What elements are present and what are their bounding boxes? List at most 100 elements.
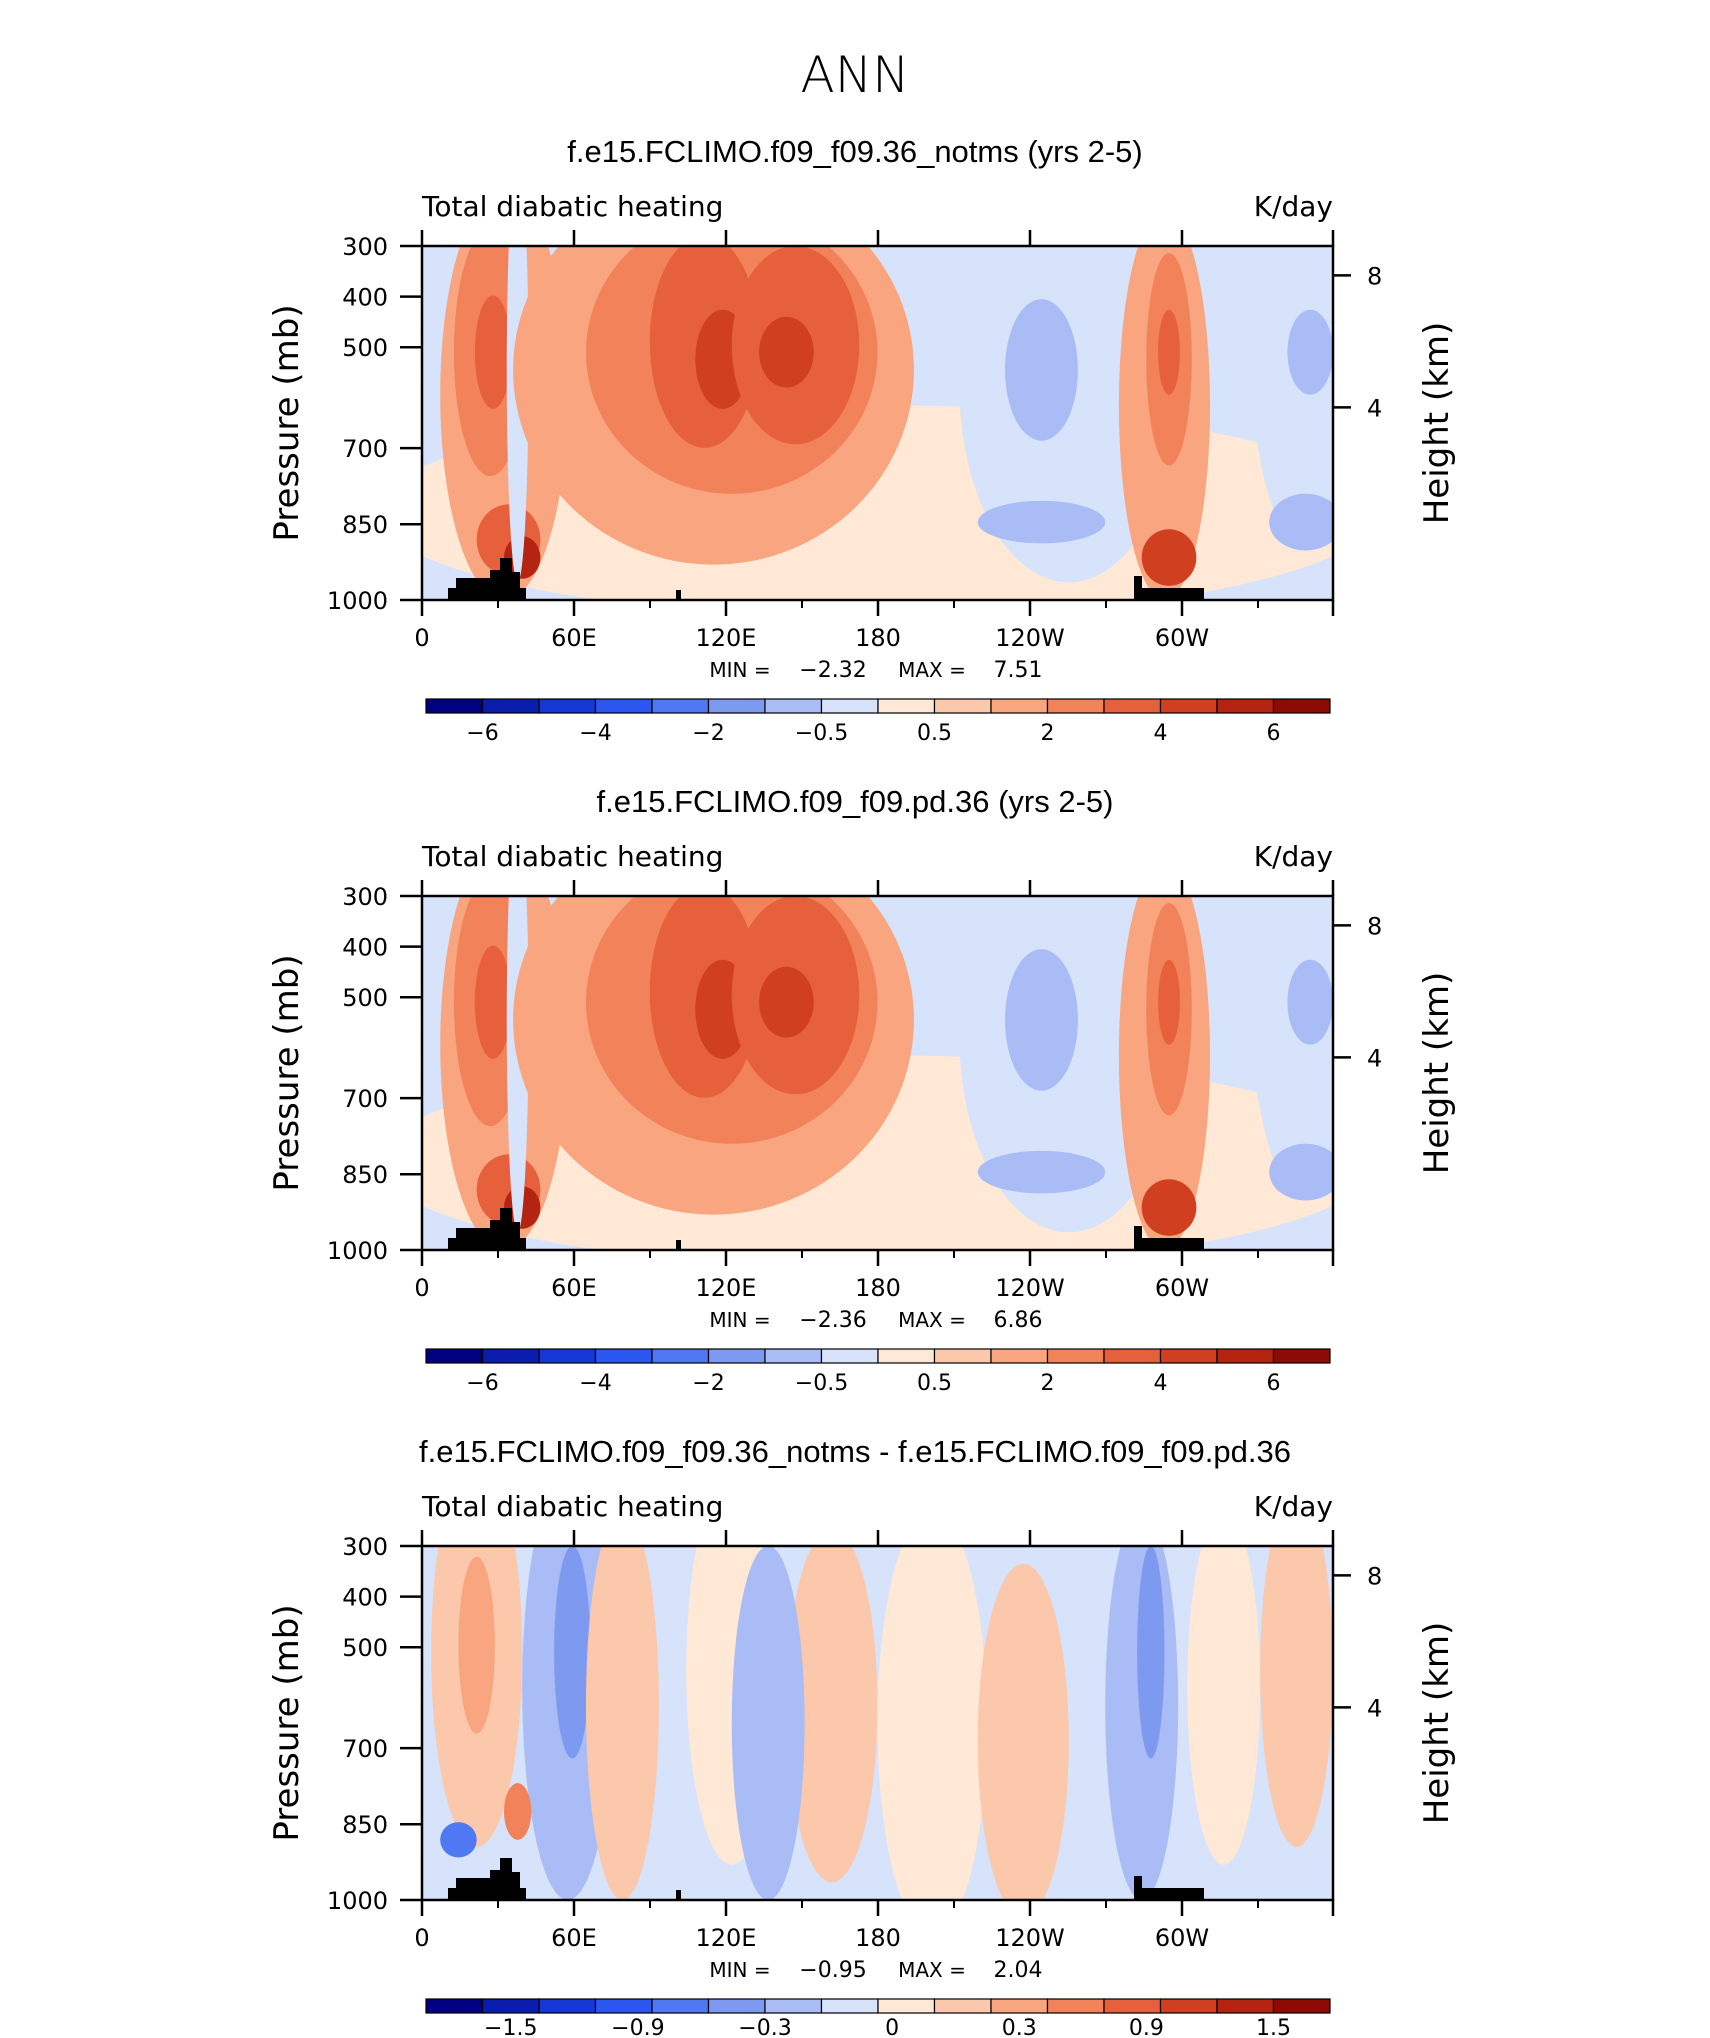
terrain-andes	[1134, 1876, 1204, 1900]
panel-title: f.e15.FCLIMO.f09_f09.36_notms (yrs 2-5)	[567, 134, 1142, 169]
contour-region	[977, 500, 1106, 544]
colorbar-box	[877, 1348, 936, 1364]
units-label: K/day	[1254, 840, 1333, 873]
colorbar-box	[594, 1348, 653, 1364]
contour-region	[440, 1822, 477, 1858]
contour-region	[554, 1546, 591, 1759]
colorbar-label: 0.5	[917, 1371, 952, 1396]
colorbar-box	[651, 1998, 710, 2014]
contour-region	[977, 1150, 1106, 1194]
min-value: −2.32	[799, 658, 866, 683]
colorbar-box	[1159, 1348, 1218, 1364]
colorbar-box	[481, 698, 540, 714]
colorbar-label: −2	[692, 721, 724, 746]
colorbar-label: −6	[466, 1371, 498, 1396]
colorbar-label: 6	[1267, 721, 1281, 746]
colorbar-box	[933, 1998, 992, 2014]
units-label: K/day	[1254, 190, 1333, 223]
left-string: Total diabatic heating	[421, 190, 723, 223]
y-axis-label: Pressure (mb)	[267, 954, 307, 1191]
y-tick-label: 700	[342, 1735, 388, 1763]
colorbar-box	[707, 1998, 766, 2014]
contour-region	[977, 1563, 1069, 1900]
units-label: K/day	[1254, 1490, 1333, 1523]
x-tick-label: 60E	[551, 624, 597, 652]
colorbar-label: −0.5	[795, 721, 848, 746]
y2-tick-label: 4	[1367, 1044, 1382, 1072]
contour-region	[1260, 1546, 1333, 1847]
colorbar-box	[877, 698, 936, 714]
colorbar-box	[820, 1998, 879, 2014]
y-tick-label: 1000	[327, 1237, 388, 1265]
panel-title: f.e15.FCLIMO.f09_f09.36_notms - f.e15.FC…	[419, 1434, 1291, 1469]
contour-region	[474, 295, 512, 409]
x-tick-label: 0	[414, 624, 429, 652]
colorbar-box	[425, 1348, 484, 1364]
terrain	[448, 1858, 1204, 1900]
colorbar-label: 4	[1154, 721, 1168, 746]
colorbar-label: 2	[1041, 1371, 1055, 1396]
y-tick-label: 300	[342, 233, 388, 261]
terrain-tibet	[676, 1240, 681, 1250]
colorbar-box	[651, 698, 710, 714]
contour-region	[1187, 1546, 1261, 1865]
chart-panel-2: f.e15.FCLIMO.f09_f09.pd.36 (yrs 2-5) Tota…	[267, 784, 1457, 1396]
contour-region	[1141, 529, 1197, 586]
colorbar-label: −6	[466, 721, 498, 746]
chart-panel-3: f.e15.FCLIMO.f09_f09.36_notms - f.e15.FC…	[267, 1434, 1457, 2038]
contour-region	[1137, 1546, 1165, 1759]
colorbar-box	[877, 1998, 936, 2014]
colorbar-label: 2	[1041, 721, 1055, 746]
colorbar-box	[764, 698, 823, 714]
colorbar: −6 −4 −2 −0.5 0.5 2 4 6	[425, 698, 1331, 746]
colorbar-box	[481, 1348, 540, 1364]
colorbar-box	[1103, 1348, 1162, 1364]
colorbar-box	[707, 698, 766, 714]
min-value: −2.36	[799, 1308, 866, 1333]
colorbar-label: −0.5	[795, 1371, 848, 1396]
y2-axis-label: Height (km)	[1417, 1622, 1457, 1825]
colorbar-box	[425, 1998, 484, 2014]
colorbar: −6 −4 −2 −0.5 0.5 2 4 6	[425, 1348, 1331, 1396]
y2-tick-label: 4	[1367, 1694, 1382, 1722]
max-label: MAX =	[898, 1958, 966, 1982]
colorbar-box	[1046, 698, 1105, 714]
x-tick-label: 180	[855, 1274, 901, 1302]
colorbar-label: 1.5	[1256, 2016, 1291, 2038]
contour-region	[474, 945, 512, 1059]
colorbar-label: −0.9	[611, 2016, 664, 2038]
y-tick-label: 400	[342, 284, 388, 312]
x-tick-label: 60W	[1155, 1274, 1209, 1302]
y2-tick-label: 8	[1367, 1562, 1382, 1590]
contour-region	[877, 1546, 987, 1900]
colorbar-box	[990, 1998, 1049, 2014]
contour-region	[1158, 309, 1180, 395]
colorbar-box	[594, 1998, 653, 2014]
y2-axis-label: Height (km)	[1417, 972, 1457, 1175]
y-tick-label: 1000	[327, 587, 388, 615]
contour-region	[1269, 1143, 1333, 1201]
colorbar-box	[1272, 1348, 1331, 1364]
y-axis-label: Pressure (mb)	[267, 304, 307, 541]
max-label: MAX =	[898, 1308, 966, 1332]
max-value: 7.51	[994, 658, 1043, 683]
x-tick-label: 60W	[1155, 624, 1209, 652]
colorbar-box	[933, 698, 992, 714]
contour-region	[1005, 299, 1078, 441]
y2-axis-label: Height (km)	[1417, 322, 1457, 525]
colorbar-label: 6	[1267, 1371, 1281, 1396]
contour-region	[503, 1783, 532, 1840]
max-label: MAX =	[898, 658, 966, 682]
colorbar-label: −1.5	[484, 2016, 537, 2038]
colorbar-box	[1272, 1998, 1331, 2014]
colorbar-box	[651, 1348, 710, 1364]
page-title: ANN	[800, 46, 909, 104]
terrain	[448, 1208, 1204, 1250]
colorbar-label: 4	[1154, 1371, 1168, 1396]
min-label: MIN =	[709, 658, 770, 682]
terrain-andes	[1134, 576, 1204, 600]
colorbar-box	[594, 698, 653, 714]
y-tick-label: 400	[342, 1584, 388, 1612]
colorbar-box	[820, 698, 879, 714]
contour-region	[1158, 959, 1180, 1045]
